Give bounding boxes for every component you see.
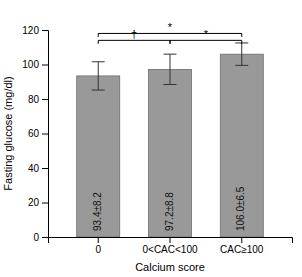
y-tick: 0 (33, 232, 48, 243)
x-axis-line (49, 238, 293, 244)
x-tick: 0 (95, 237, 101, 255)
x-axis-title: Calcium score (135, 261, 205, 273)
y-tick-mark (42, 99, 48, 100)
x-tick: CAC≥100 (220, 237, 264, 255)
x-axis: 0 0<CAC<100 CAC≥100 (49, 237, 293, 255)
bar (148, 69, 191, 237)
data-label: 97.2±8.8 (164, 192, 175, 231)
y-tick-label: 120 (22, 25, 39, 36)
y-axis-title: Fasting glucose (mg/dl) (2, 76, 14, 190)
error-bar-cap (92, 61, 105, 62)
data-label: 93.4±8.2 (92, 192, 103, 231)
significance-label: * (204, 28, 209, 40)
bar (77, 76, 120, 237)
y-tick-mark (42, 134, 48, 135)
y-tick: 100 (22, 59, 48, 70)
error-bar (164, 54, 177, 84)
y-tick-label: 100 (22, 59, 39, 70)
error-bar-cap (92, 90, 105, 91)
significance-bracket (170, 40, 242, 43)
error-bar-stem (241, 43, 242, 65)
y-tick-mark (42, 30, 48, 31)
significance-bracket (98, 33, 242, 36)
y-tick-mark (42, 237, 48, 238)
annotations: † * * (98, 21, 242, 43)
x-tick-label: CAC≥100 (220, 244, 264, 255)
y-tick-mark (42, 65, 48, 66)
y-tick-label: 40 (28, 163, 40, 174)
x-tick-mark (170, 237, 171, 243)
plot: 0 20 40 60 80 100 120 0 0<CAC<100 CAC≥100 93.4±8.2… (22, 21, 292, 255)
y-axis: 0 20 40 60 80 100 120 (22, 25, 48, 243)
y-tick: 60 (28, 128, 48, 139)
significance-label: * (168, 21, 173, 33)
y-tick-mark (42, 168, 48, 169)
y-tick: 20 (28, 197, 48, 208)
error-bar-cap (235, 65, 248, 66)
error-bar-stem (170, 54, 171, 84)
error-bar (235, 43, 248, 65)
x-tick-label: 0<CAC<100 (142, 244, 197, 255)
x-tick-mark (98, 237, 99, 243)
y-tick-label: 80 (28, 94, 40, 105)
error-bar-cap (164, 54, 177, 55)
data-label: 106.0±6.5 (235, 186, 246, 231)
error-bar-cap (164, 84, 177, 85)
y-tick-label: 20 (28, 197, 40, 208)
y-tick-label: 60 (28, 128, 40, 139)
error-bar (92, 62, 105, 90)
error-bar-stem (98, 62, 99, 90)
marks (77, 43, 264, 237)
chart: 0 20 40 60 80 100 120 0 0<CAC<100 CAC≥100 93.4±8.2… (0, 0, 302, 277)
x-tick-mark (241, 237, 242, 243)
y-axis-line (42, 31, 49, 238)
data-labels: 93.4±8.2 97.2±8.8 106.0±6.5 (92, 186, 247, 231)
x-tick: 0<CAC<100 (142, 237, 197, 255)
bar (220, 54, 263, 237)
y-tick: 120 (22, 25, 48, 36)
y-tick: 40 (28, 163, 48, 174)
y-tick-mark (42, 203, 48, 204)
significance-label: † (131, 28, 137, 40)
y-tick: 80 (28, 94, 48, 105)
y-tick-label: 0 (33, 232, 39, 243)
significance-bracket (98, 40, 170, 43)
x-tick-label: 0 (95, 244, 101, 255)
